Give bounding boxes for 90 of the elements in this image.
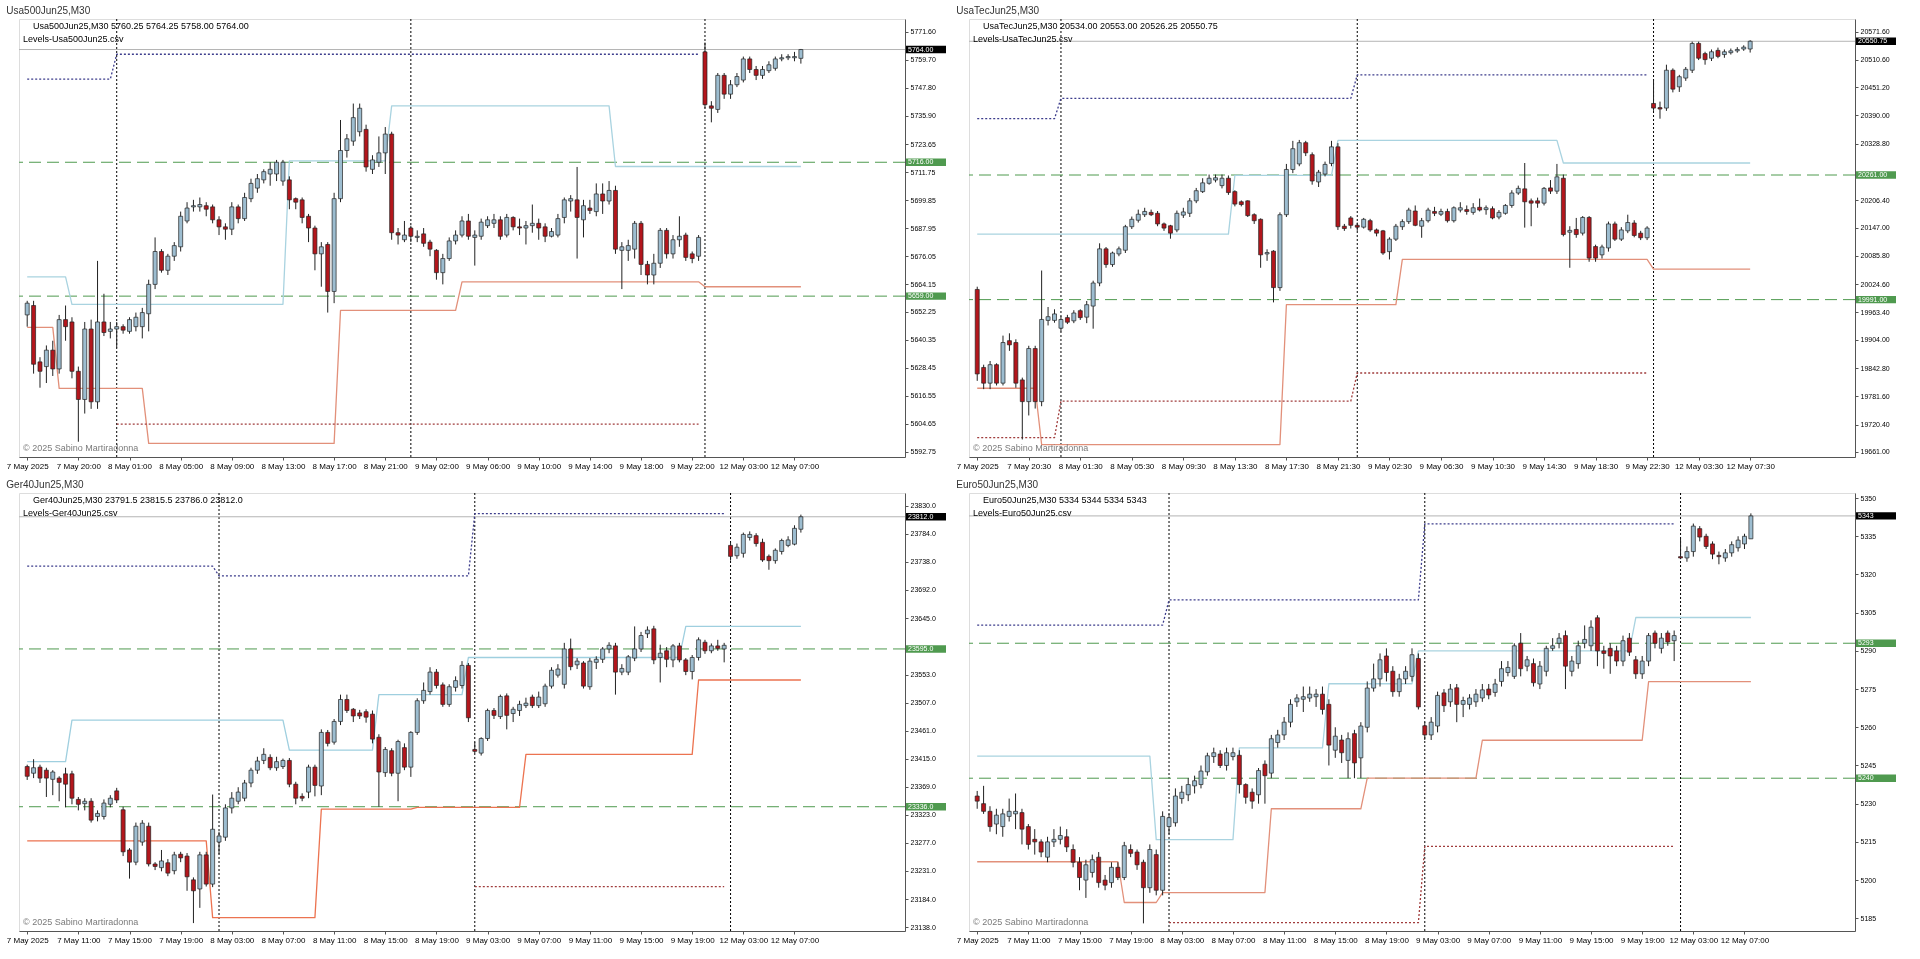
x-tick-label: 9 May 02:00 — [414, 461, 460, 471]
x-tick-label: 9 May 11:00 — [568, 935, 613, 945]
chart-title: Usa500Jun25,M30 — [6, 4, 91, 16]
line-series — [26, 281, 802, 445]
candlestick — [1633, 655, 1639, 680]
x-tick-label: 12 May 07:00 — [770, 461, 820, 471]
x-tick-label: 7 May 20:00 — [56, 461, 102, 471]
x-tick-label: 9 May 10:30 — [1471, 461, 1516, 471]
x-tick-label: 8 May 11:00 — [1262, 935, 1307, 945]
x-tick-label: 8 May 19:00 — [1364, 935, 1410, 945]
x-tick-label: 8 May 05:30 — [1110, 461, 1155, 471]
line-series — [976, 139, 1751, 235]
x-tick-label: 7 May 15:00 — [1057, 935, 1103, 945]
x-tick-label: 12 May 03:00 — [719, 461, 769, 471]
x-tick-label: 7 May 2025 — [6, 461, 50, 471]
x-tick-label: 8 May 07:00 — [261, 935, 307, 945]
x-tick-label: 9 May 14:30 — [1522, 461, 1568, 471]
x-tick-label: 9 May 06:00 — [466, 461, 511, 471]
x-tick-label: 8 May 09:30 — [1161, 461, 1207, 471]
x-tick-label: 7 May 11:00 — [57, 935, 102, 945]
x-tick-label: 9 May 18:30 — [1574, 461, 1619, 471]
candlestick — [721, 642, 727, 663]
line-series — [976, 681, 1752, 904]
candlestick — [1671, 630, 1677, 662]
x-tick-label: 9 May 02:30 — [1367, 461, 1413, 471]
x-tick-label: 8 May 15:00 — [363, 935, 409, 945]
x-tick-label: 9 May 07:00 — [1467, 935, 1512, 945]
x-tick-label: 9 May 03:00 — [466, 935, 511, 945]
annotation: Levels-UsaTecJun25.csv — [973, 34, 1074, 44]
x-tick-label: 12 May 07:00 — [1720, 935, 1770, 945]
x-tick-label: 12 May 03:00 — [1669, 935, 1719, 945]
chart-subtitle: Euro50Jun25,M30 5334 5344 5334 5343 — [983, 495, 1147, 505]
x-tick-label: 8 May 21:30 — [1316, 461, 1361, 471]
x-tick-label: 9 May 10:00 — [517, 461, 562, 471]
chart-subtitle: Usa500Jun25,M30 5760.25 5764.25 5758.00 5764.00 — [33, 21, 249, 31]
x-tick-label: 8 May 01:30 — [1058, 461, 1104, 471]
line-series — [26, 679, 802, 919]
x-tick-label: 7 May 19:00 — [1109, 935, 1154, 945]
x-tick-label: 9 May 22:00 — [670, 461, 716, 471]
x-tick-label: 7 May 2025 — [6, 935, 50, 945]
annotation: © 2025 Sabino Martiradonna — [23, 917, 139, 927]
annotation: Levels-Ger40Jun25.csv — [23, 508, 119, 518]
x-tick-label: 7 May 15:00 — [107, 935, 153, 945]
x-tick-label: 12 May 03:00 — [719, 935, 769, 945]
x-tick-label: 9 May 07:00 — [517, 935, 562, 945]
line-series — [26, 625, 802, 763]
x-tick-label: 7 May 11:00 — [1007, 935, 1052, 945]
x-tick-label: 9 May 19:00 — [670, 935, 716, 945]
x-tick-label: 8 May 13:30 — [1213, 461, 1258, 471]
x-tick-label: 8 May 05:00 — [159, 461, 204, 471]
x-tick-label: 9 May 15:00 — [1569, 935, 1615, 945]
chart-subtitle: UsaTecJun25,M30 20534.00 20553.00 20526.25 20550.75 — [983, 21, 1218, 31]
annotation: Levels-Usa500Jun25.csv — [23, 34, 125, 44]
x-tick-label: 9 May 19:00 — [1620, 935, 1666, 945]
x-tick-label: 8 May 09:00 — [210, 461, 255, 471]
chart-subtitle: Ger40Jun25,M30 23791.5 23815.5 23786.0 23812.0 — [33, 495, 243, 505]
line-series — [976, 616, 1752, 841]
x-tick-label: 9 May 11:00 — [1518, 935, 1563, 945]
line-series — [26, 105, 802, 305]
x-tick-label: 8 May 19:00 — [414, 935, 460, 945]
annotation: © 2025 Sabino Martiradonna — [973, 443, 1089, 453]
chart-title: Ger40Jun25,M30 — [6, 478, 84, 490]
x-tick-label: 7 May 20:30 — [1007, 461, 1052, 471]
x-tick-label: 9 May 14:00 — [568, 461, 613, 471]
annotation: © 2025 Sabino Martiradonna — [23, 443, 139, 453]
x-tick-label: 9 May 03:00 — [1416, 935, 1461, 945]
x-tick-label: 8 May 13:00 — [261, 461, 307, 471]
x-tick-label: 8 May 21:00 — [363, 461, 409, 471]
annotation: Levels-Euro50Jun25.csv — [973, 508, 1073, 518]
x-tick-label: 7 May 2025 — [956, 935, 1000, 945]
x-tick-label: 8 May 17:30 — [1264, 461, 1310, 471]
x-tick-label: 9 May 18:00 — [619, 461, 665, 471]
x-tick-label: 12 May 07:00 — [770, 935, 820, 945]
x-tick-label: 9 May 22:30 — [1625, 461, 1671, 471]
chart-title: UsaTecJun25,M30 — [956, 4, 1040, 16]
x-tick-label: 8 May 03:00 — [210, 935, 255, 945]
x-tick-label: 9 May 06:30 — [1419, 461, 1465, 471]
x-tick-label: 8 May 11:00 — [312, 935, 357, 945]
x-tick-label: 12 May 07:30 — [1726, 461, 1776, 471]
annotation: © 2025 Sabino Martiradonna — [973, 917, 1089, 927]
x-tick-label: 8 May 07:00 — [1211, 935, 1257, 945]
x-tick-label: 8 May 15:00 — [1313, 935, 1359, 945]
x-tick-label: 7 May 19:00 — [159, 935, 204, 945]
x-tick-label: 9 May 15:00 — [619, 935, 665, 945]
x-tick-label: 8 May 03:00 — [1160, 935, 1205, 945]
x-tick-label: 12 May 03:30 — [1674, 461, 1724, 471]
x-tick-label: 7 May 2025 — [956, 461, 1000, 471]
x-tick-label: 8 May 01:00 — [107, 461, 153, 471]
chart-title: Euro50Jun25,M30 — [956, 478, 1039, 490]
x-tick-label: 8 May 17:00 — [312, 461, 358, 471]
